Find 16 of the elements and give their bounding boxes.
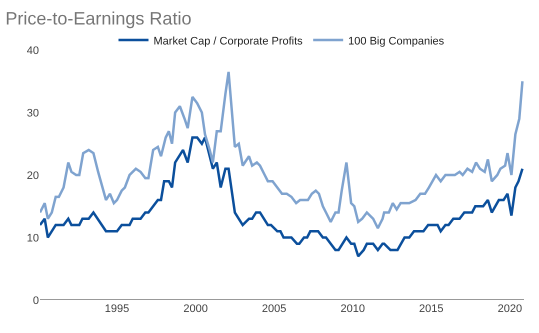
x-tick-label: 2005 [262, 303, 286, 315]
chart-title: Price-to-Earnings Ratio [5, 8, 192, 28]
line-series [40, 70, 524, 230]
legend-label: Market Cap / Corporate Profits [154, 35, 304, 48]
x-tick-label: 2020 [498, 303, 522, 315]
x-tick-label: 2000 [183, 303, 208, 315]
y-tick-label: 10 [26, 232, 39, 244]
y-tick-label: 40 [26, 44, 39, 57]
y-tick-label: 20 [26, 170, 39, 182]
y-tick-label: 0 [32, 294, 39, 307]
x-tick-label: 2015 [419, 303, 444, 315]
x-tick-label: 1995 [104, 303, 130, 315]
x-tick-label: 2010 [340, 303, 365, 315]
line-series [40, 136, 524, 258]
y-tick-label: 30 [26, 107, 39, 120]
legend-label: 100 Big Companies [348, 35, 445, 48]
